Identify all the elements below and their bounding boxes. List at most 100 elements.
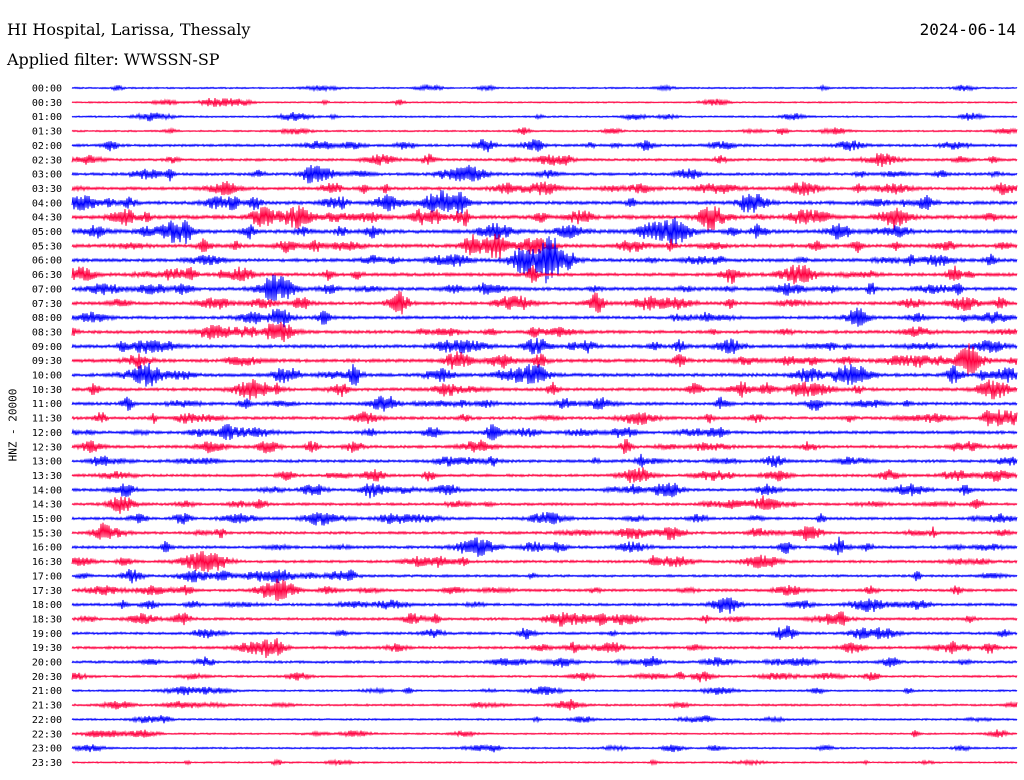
filter-label: Applied filter: WWSSN-SP xyxy=(7,50,220,69)
trace-line xyxy=(71,307,1018,328)
time-tick-label: 06:00 xyxy=(32,256,62,267)
time-tick-label: 02:30 xyxy=(32,155,62,166)
trace-line xyxy=(71,511,1018,526)
time-tick-label: 22:30 xyxy=(32,729,62,740)
time-tick-label: 18:30 xyxy=(32,614,62,625)
time-tick-label: 04:30 xyxy=(32,213,62,224)
trace-line xyxy=(71,638,1018,659)
time-tick-label: 13:00 xyxy=(32,457,62,468)
time-tick-label: 02:00 xyxy=(32,141,62,152)
trace-line xyxy=(71,127,1018,135)
trace-line xyxy=(71,743,1018,753)
trace-line xyxy=(71,363,1018,387)
time-tick-label: 01:30 xyxy=(32,127,62,138)
trace-line xyxy=(71,112,1018,122)
time-tick-label: 16:00 xyxy=(32,543,62,554)
trace-line xyxy=(71,625,1018,640)
trace-line xyxy=(71,467,1018,484)
trace-line xyxy=(71,190,1018,214)
trace-line xyxy=(71,98,1018,107)
trace-line xyxy=(71,715,1018,724)
time-tick-label: 06:30 xyxy=(32,270,62,281)
time-tick-label: 23:00 xyxy=(32,744,62,755)
time-tick-label: 14:00 xyxy=(32,485,62,496)
trace-line xyxy=(71,671,1018,683)
trace-line xyxy=(71,686,1018,696)
trace-line xyxy=(71,482,1018,499)
tick-label-group: 00:00 00:30 01:00 01:30 02:00 02:30 03:00 03:30… xyxy=(32,84,62,769)
time-tick-label: 15:30 xyxy=(32,528,62,539)
trace-line xyxy=(71,274,1018,301)
trace-line xyxy=(71,409,1018,427)
trace-line xyxy=(71,438,1018,455)
time-tick-label: 00:30 xyxy=(32,98,62,109)
time-tick-label: 12:00 xyxy=(32,428,62,439)
time-tick-label: 11:00 xyxy=(32,399,62,410)
trace-line xyxy=(71,536,1018,557)
time-tick-label: 20:00 xyxy=(32,658,62,669)
trace-line xyxy=(71,139,1018,153)
trace-line xyxy=(71,551,1018,573)
time-tick-label: 03:00 xyxy=(32,170,62,181)
trace-line xyxy=(71,597,1018,614)
trace-line xyxy=(71,290,1018,315)
time-tick-label: 20:30 xyxy=(32,672,62,683)
time-tick-label: 19:30 xyxy=(32,643,62,654)
trace-line xyxy=(71,495,1018,514)
trace-line xyxy=(71,578,1018,602)
time-tick-label: 23:30 xyxy=(32,758,62,769)
trace-line xyxy=(71,233,1018,259)
time-tick-label: 17:00 xyxy=(32,571,62,582)
trace-line xyxy=(71,264,1018,285)
time-tick-label: 09:00 xyxy=(32,342,62,353)
trace-line xyxy=(71,611,1018,627)
time-tick-label: 04:00 xyxy=(32,198,62,209)
time-tick-label: 07:30 xyxy=(32,299,62,310)
station-title: HI Hospital, Larissa, Thessaly xyxy=(7,20,251,39)
time-tick-label: 15:00 xyxy=(32,514,62,525)
trace-line xyxy=(71,217,1018,246)
time-tick-label: 00:00 xyxy=(32,84,62,95)
trace-line xyxy=(71,180,1018,196)
trace-line xyxy=(71,758,1018,767)
time-tick-label: 10:30 xyxy=(32,385,62,396)
trace-line xyxy=(71,236,1018,284)
trace-line xyxy=(71,655,1018,668)
trace-line xyxy=(71,699,1018,711)
trace-group xyxy=(71,83,1018,767)
time-tick-label: 16:30 xyxy=(32,557,62,568)
trace-line xyxy=(71,395,1018,412)
time-tick-label: 21:30 xyxy=(32,701,62,712)
time-tick-label: 14:30 xyxy=(32,500,62,511)
time-tick-label: 08:30 xyxy=(32,327,62,338)
time-tick-label: 10:00 xyxy=(32,371,62,382)
trace-line xyxy=(71,321,1018,343)
time-tick-label: 22:00 xyxy=(32,715,62,726)
trace-line xyxy=(71,378,1018,400)
time-tick-label: 05:30 xyxy=(32,241,62,252)
time-tick-label: 21:00 xyxy=(32,686,62,697)
trace-line xyxy=(71,522,1018,542)
trace-line xyxy=(71,83,1018,93)
time-tick-label: 11:30 xyxy=(32,414,62,425)
time-tick-label: 07:00 xyxy=(32,284,62,295)
time-tick-label: 01:00 xyxy=(32,112,62,123)
trace-line xyxy=(71,337,1018,355)
trace-line xyxy=(71,569,1018,584)
trace-line xyxy=(71,343,1018,375)
time-tick-label: 08:00 xyxy=(32,313,62,324)
trace-line xyxy=(71,453,1018,468)
time-tick-label: 12:30 xyxy=(32,442,62,453)
time-tick-label: 03:30 xyxy=(32,184,62,195)
time-tick-label: 18:00 xyxy=(32,600,62,611)
time-tick-label: 17:30 xyxy=(32,586,62,597)
trace-line xyxy=(71,729,1018,738)
trace-line xyxy=(71,164,1018,184)
trace-line xyxy=(71,153,1018,168)
trace-line xyxy=(71,205,1018,231)
trace-line xyxy=(71,424,1018,441)
time-tick-label: 13:30 xyxy=(32,471,62,482)
time-tick-label: 05:00 xyxy=(32,227,62,238)
time-tick-label: 19:00 xyxy=(32,629,62,640)
